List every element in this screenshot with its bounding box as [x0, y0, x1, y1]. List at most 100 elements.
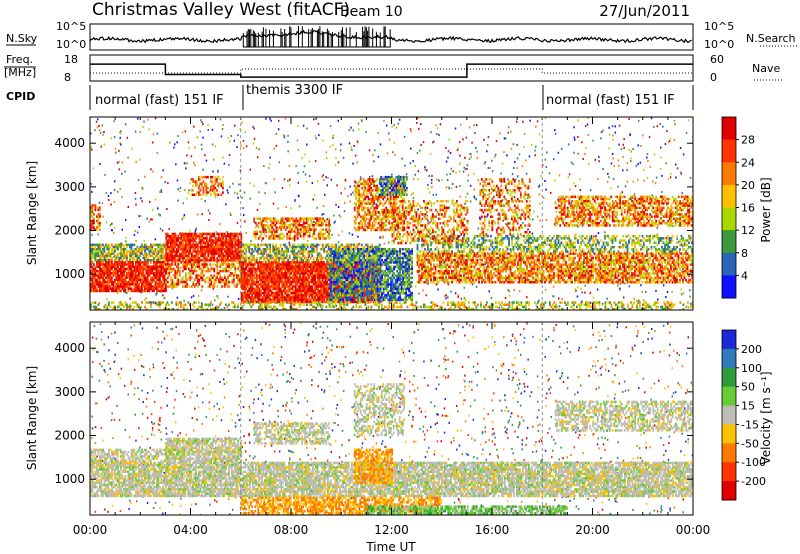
velocity-panel: 1000 2000 3000 4000 Slant Range [km]	[25, 321, 694, 516]
y-tick-label: 3000	[54, 385, 85, 399]
freq-unit-label: [MHz]	[4, 66, 36, 79]
velocity-feature-1f	[353, 383, 406, 437]
velocity-y-ticks: 1000 2000 3000 4000	[54, 341, 693, 486]
velocity-colorbar-label: Velocity [m s⁻¹]	[759, 371, 773, 464]
power-colorbar-swatch	[722, 207, 736, 231]
power-feature-2	[165, 232, 243, 262]
power-colorbar-tick: 8	[741, 247, 748, 260]
power-feature-edge-1	[90, 243, 167, 262]
velocity-feature-3	[366, 505, 568, 515]
station-title: Christmas Valley West (fitACF)	[92, 0, 350, 20]
velocity-colorbar-swatch	[722, 443, 736, 463]
velocity-feature-4	[353, 448, 394, 485]
cpid-segment-2: themis 3300 IF	[246, 83, 343, 98]
velocity-heatmap	[90, 322, 693, 515]
power-feature-1b	[90, 204, 101, 231]
velocity-colorbar: 200 100 50 15 -15 -50 -100 -200	[721, 329, 766, 501]
power-panel: 1000 2000 3000 4000 Slant Range [km]	[25, 116, 694, 311]
power-feature-2b	[165, 261, 243, 288]
noise-search-label: N.Search	[746, 32, 796, 45]
power-colorbar-swatch	[722, 184, 736, 208]
velocity-x-ticks	[89, 322, 694, 515]
power-feature-2c	[190, 175, 224, 196]
velocity-feature-1d	[253, 422, 331, 445]
cpid-label: CPID	[6, 90, 35, 103]
velocity-colorbar-tick: 50	[741, 381, 755, 394]
velocity-colorbar-swatch	[722, 348, 736, 369]
nave-tick-60: 60	[710, 53, 724, 66]
power-colorbar: 28 24 20 16 12 8 4	[721, 116, 755, 299]
velocity-colorbar-swatch	[722, 330, 736, 350]
power-feature-3d	[328, 248, 413, 302]
y-tick-label: 2000	[54, 224, 85, 238]
power-x-ticks	[89, 117, 694, 310]
power-heatmap	[90, 117, 693, 310]
noise-spike-series	[242, 26, 391, 48]
power-feature-1	[90, 261, 167, 293]
power-colorbar-tick: 20	[741, 179, 755, 192]
power-colorbar-swatch	[722, 139, 736, 163]
velocity-colorbar-tick: 15	[741, 400, 755, 413]
power-feature-5b	[416, 234, 693, 253]
time-axis-labels: 00:00 04:00 08:00 12:00 16:00 20:00 00:00	[73, 523, 711, 537]
frequency-panel: Freq. [MHz] Nave 18 8 60 0	[4, 53, 782, 84]
freq-label: Freq.	[6, 53, 33, 66]
y-tick-label: 1000	[54, 472, 85, 486]
power-feature-3c	[253, 217, 331, 240]
power-colorbar-label: Power [dB]	[759, 177, 773, 242]
velocity-feature-1b	[90, 448, 167, 463]
power-colorbar-tick: 12	[741, 224, 755, 237]
power-feature-5d	[479, 178, 531, 236]
cpid-segment-3: normal (fast) 151 IF	[546, 93, 675, 108]
power-colorbar-swatch	[722, 117, 736, 141]
power-feature-5	[416, 252, 693, 284]
y-tick-label: 4000	[54, 341, 85, 355]
noise-sky-label: N.Sky	[6, 32, 38, 45]
power-ground-strip	[90, 301, 693, 310]
noise-tick-left-top: 10^5	[56, 20, 86, 33]
power-colorbar-swatch	[722, 230, 736, 254]
power-feature-5c	[391, 200, 469, 245]
power-colorbar-tick: 4	[741, 269, 748, 282]
velocity-y-axis-label: Slant Range [km]	[25, 366, 39, 470]
x-tick-label: 00:00	[73, 523, 108, 537]
power-feature-4b	[378, 175, 408, 196]
y-tick-label: 1000	[54, 267, 85, 281]
velocity-colorbar-swatch	[722, 405, 736, 425]
power-y-ticks: 1000 2000 3000 4000	[54, 136, 693, 281]
noise-panel: N.Sky N.Search 10^5 10^0 10^5 10^0	[6, 20, 798, 51]
velocity-colorbar-tick: 200	[741, 343, 762, 356]
velocity-colorbar-tick: -15	[741, 418, 759, 431]
power-y-axis-label: Slant Range [km]	[25, 161, 39, 265]
velocity-feature-2	[240, 496, 443, 515]
freq-tick-18: 18	[64, 53, 78, 66]
x-tick-label: 20:00	[575, 523, 610, 537]
velocity-colorbar-swatch	[722, 462, 736, 482]
nave-label: Nave	[752, 62, 780, 75]
y-tick-label: 2000	[54, 429, 85, 443]
power-colorbar-swatch	[722, 162, 736, 186]
power-colorbar-swatch	[722, 275, 736, 299]
noise-tick-left-bottom: 10^0	[56, 38, 86, 51]
x-axis-label: Time UT	[365, 540, 416, 554]
velocity-colorbar-tick: -100	[741, 456, 766, 469]
velocity-colorbar-tick: -200	[741, 475, 766, 488]
y-tick-label: 4000	[54, 136, 85, 150]
velocity-feature-1c	[165, 437, 243, 463]
velocity-colorbar-swatch	[722, 481, 736, 501]
velocity-colorbar-swatch	[722, 386, 736, 407]
velocity-colorbar-tick: 100	[741, 362, 762, 375]
x-tick-label: 04:00	[173, 523, 208, 537]
nave-tick-0: 0	[710, 71, 717, 84]
velocity-colorbar-tick: -50	[741, 437, 759, 450]
y-tick-label: 3000	[54, 180, 85, 194]
power-colorbar-tick: 24	[741, 156, 755, 169]
noise-tick-right-top: 10^5	[704, 20, 734, 33]
frequency-series	[90, 63, 693, 78]
x-tick-label: 16:00	[475, 523, 510, 537]
power-colorbar-swatch	[722, 252, 736, 276]
velocity-feature-1	[90, 461, 693, 498]
power-colorbar-tick: 16	[741, 202, 755, 215]
cpid-segment-1: normal (fast) 151 IF	[95, 93, 224, 108]
